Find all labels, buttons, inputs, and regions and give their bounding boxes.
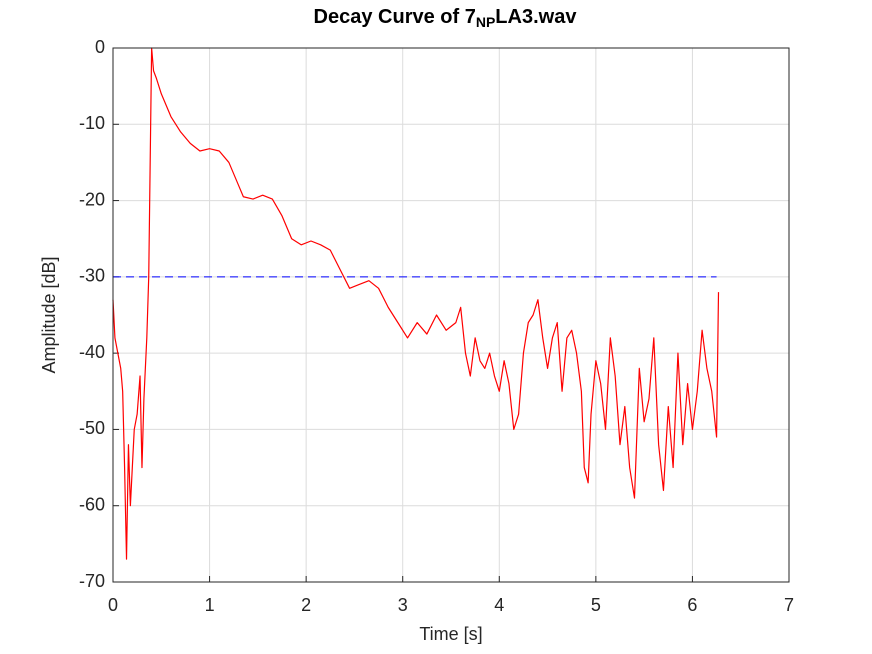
y-tick-label: -50 (79, 418, 105, 438)
x-tick-label: 3 (398, 595, 408, 615)
y-axis-label: Amplitude [dB] (39, 256, 59, 373)
y-tick-label: -20 (79, 189, 105, 209)
title-main: Decay Curve of 7 (314, 6, 476, 28)
x-tick-label: 1 (205, 595, 215, 615)
plot-area (113, 48, 789, 582)
x-axis-label: Time [s] (419, 624, 482, 644)
y-tick-label: 0 (95, 37, 105, 57)
title-rest: LA3.wav (495, 6, 577, 28)
axes-box (112, 47, 790, 583)
y-tick-label: -70 (79, 571, 105, 591)
x-tick-label: 0 (108, 595, 118, 615)
y-tick-label: -30 (79, 266, 105, 286)
title-subscript: NP (476, 14, 495, 30)
y-tick-label: -40 (79, 342, 105, 362)
chart-title: Decay Curve of 7NPLA3.wav (314, 6, 578, 29)
x-tick-label: 6 (687, 595, 697, 615)
y-tick-label: -60 (79, 494, 105, 514)
x-tick-label: 5 (591, 595, 601, 615)
x-tick-label: 7 (784, 595, 794, 615)
y-tick-label: -10 (79, 113, 105, 133)
x-tick-label: 4 (494, 595, 504, 615)
x-tick-label: 2 (301, 595, 311, 615)
